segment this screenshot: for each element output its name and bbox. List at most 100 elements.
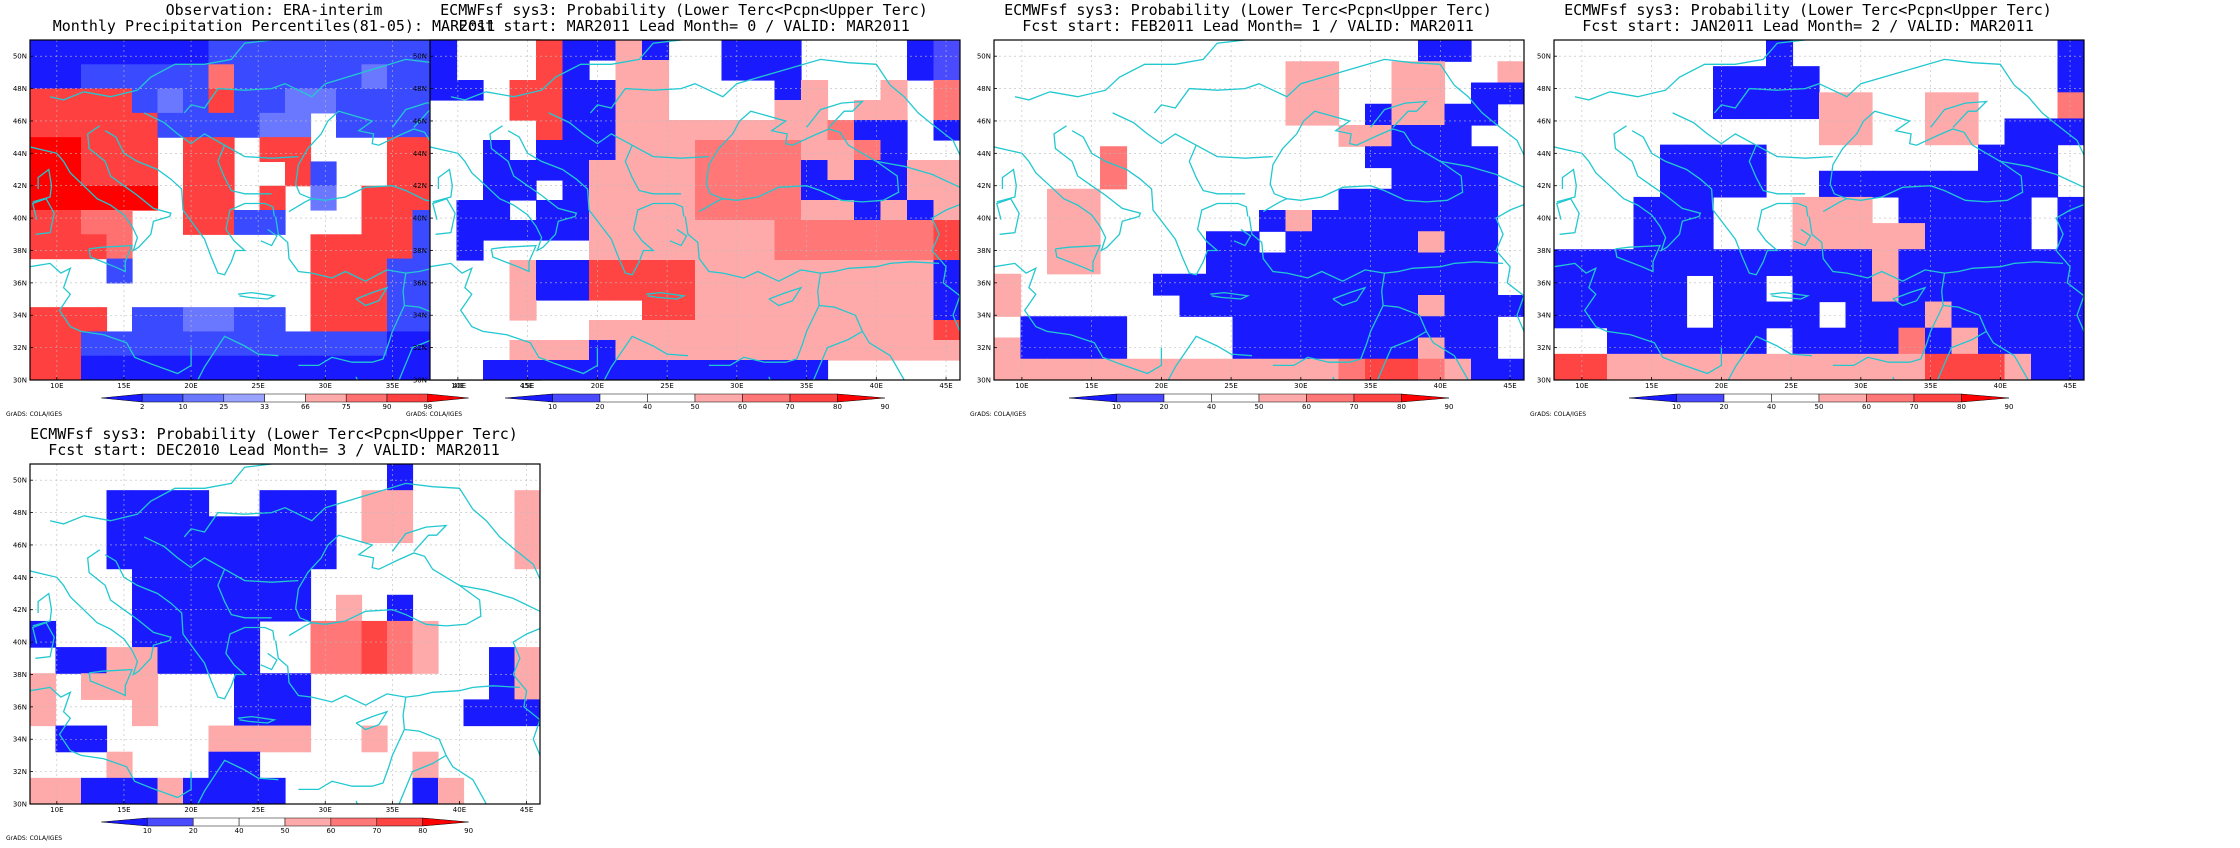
grid-cell (774, 260, 802, 281)
grid-cell (1418, 231, 1446, 254)
grid-cell (1365, 188, 1393, 211)
coastline (1808, 216, 1946, 367)
grid-cell (801, 100, 829, 121)
colorbar-segment (1116, 393, 1165, 403)
grid-cell (1554, 353, 1582, 380)
coastline (143, 112, 299, 159)
grid-cell (310, 647, 337, 674)
grid-cell (157, 568, 184, 596)
grid-cell (1845, 353, 1873, 380)
grid-cell (208, 355, 235, 380)
grid-cell (361, 40, 388, 65)
grid-cell (1153, 273, 1181, 296)
grid-cell (1739, 353, 1767, 380)
grid-cell (234, 594, 261, 622)
grid-cell (1312, 210, 1340, 232)
grid-cell (1978, 170, 2006, 198)
grid-cell (285, 40, 312, 65)
map-panel: ECMWFsf sys3: Probability (Lower Terc<Pc… (4, 424, 544, 848)
colorbar-segment (284, 817, 332, 827)
grid-cell (721, 180, 749, 201)
grid-cell (907, 300, 935, 321)
grid-cell (285, 355, 312, 380)
coastline (2000, 160, 2084, 251)
grid-cell (668, 120, 696, 141)
colorbar-label: 50 (691, 403, 700, 411)
coastline (104, 554, 275, 700)
coastline (260, 652, 278, 671)
colorbar-label: 70 (372, 827, 381, 835)
colorbar-label: 90 (1445, 403, 1454, 411)
grid-cell (1580, 275, 1608, 303)
grid-cell (1497, 295, 1524, 317)
grid-cell (1285, 316, 1313, 339)
grid-cell (907, 280, 935, 301)
grid-cell (106, 40, 133, 65)
grid-cell (615, 340, 643, 361)
coastline (237, 715, 277, 724)
grid-cell (642, 160, 670, 181)
grid-cell (1020, 316, 1048, 339)
grid-cell (615, 200, 643, 221)
grid-cell (933, 60, 960, 81)
grid-cell (1845, 327, 1873, 355)
coastline (1574, 91, 1611, 101)
grid-cell (132, 112, 159, 138)
grid-cell (1285, 252, 1313, 275)
grid-cell (234, 516, 261, 544)
lat-tick-label: 50N (977, 53, 991, 61)
grid-cell (589, 140, 617, 161)
grid-cell (562, 60, 590, 81)
grid-cell (412, 777, 439, 804)
grid-cell (774, 300, 802, 321)
lat-tick-label: 38N (977, 247, 991, 255)
grid-cell (132, 331, 159, 357)
lat-tick-label: 34N (13, 736, 27, 744)
grid-cell (1391, 167, 1419, 190)
grid-cell (801, 260, 829, 281)
grid-cell (106, 777, 133, 804)
grid-cell (748, 40, 776, 61)
grid-cell (642, 260, 670, 281)
grid-cell (748, 300, 776, 321)
grid-cell (1444, 231, 1472, 254)
grid-cell (234, 307, 261, 333)
grid-cell (361, 234, 388, 260)
grid-cell (456, 200, 484, 221)
grid-cell (259, 777, 286, 804)
grid-cell (132, 355, 159, 380)
grid-cell (933, 300, 960, 321)
grid-cell (361, 355, 388, 380)
grid-cell (361, 490, 388, 517)
grid-cell (1100, 337, 1128, 360)
grid-cell (1206, 273, 1234, 296)
grid-cell (1925, 223, 1953, 250)
grid-cell (801, 220, 829, 241)
colorbar-label: 10 (143, 827, 152, 835)
grid-cell (259, 594, 286, 622)
grid-cell (721, 300, 749, 321)
colorbar-label: 20 (1160, 403, 1169, 411)
grid-cell (514, 542, 540, 570)
grid-cell (1338, 358, 1366, 380)
grid-cell (259, 516, 286, 544)
coastline (1071, 130, 1249, 276)
grid-cell (183, 64, 210, 90)
coastline (1937, 304, 1988, 380)
grid-cell (285, 88, 312, 114)
grid-cell (801, 280, 829, 301)
grid-cell (721, 200, 749, 221)
panel-title: ECMWFsf sys3: Probability (Lower Terc<Pc… (440, 1, 928, 19)
grid-cell (1633, 353, 1661, 380)
grid-cell (81, 40, 108, 65)
grid-cell (933, 160, 960, 181)
grid-cell (642, 340, 670, 361)
coastline (288, 534, 482, 637)
grid-cell (387, 234, 414, 260)
grid-cell (1660, 223, 1688, 250)
colorbar-segment (330, 817, 378, 827)
grid-cell (30, 185, 57, 211)
grid-cell (1792, 275, 1820, 303)
lon-tick-label: 10E (1015, 382, 1028, 390)
lon-tick-label: 20E (184, 806, 197, 814)
